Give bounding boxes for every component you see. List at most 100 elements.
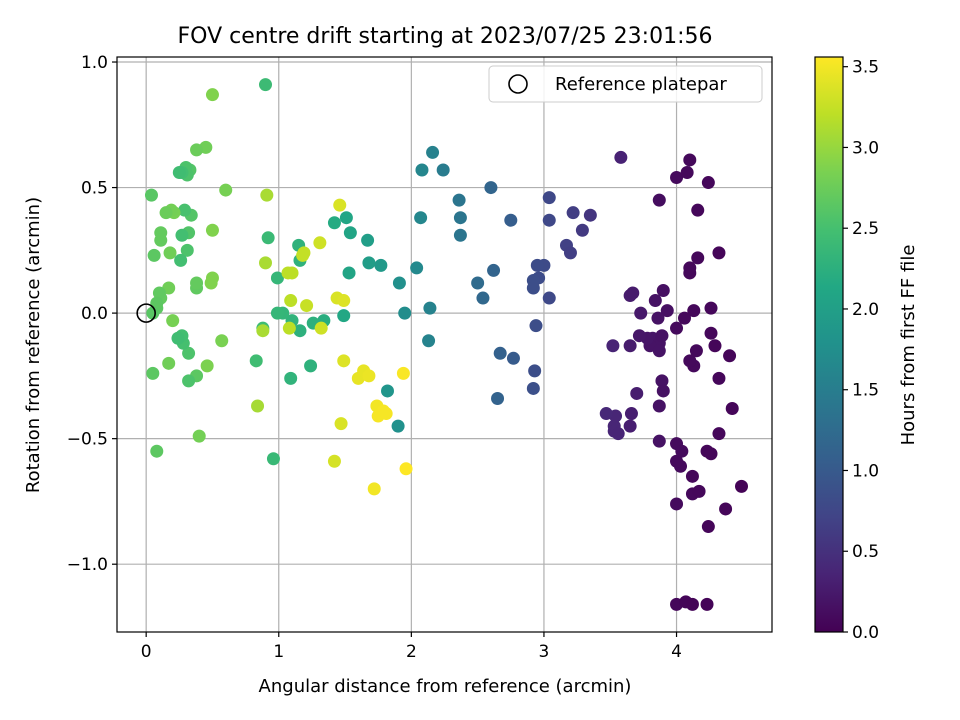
scatter-point — [675, 444, 689, 458]
colorbar-tick-label: 1.0 — [852, 461, 879, 481]
x-tick-label: 3 — [539, 642, 550, 662]
scatter-point — [624, 407, 638, 421]
scatter-point — [190, 143, 204, 157]
scatter-point — [566, 206, 580, 220]
scatter-point — [339, 211, 353, 225]
scatter-point — [415, 163, 429, 177]
scatter-point — [297, 246, 311, 260]
scatter-point — [683, 261, 697, 275]
scatter-point — [334, 417, 348, 431]
scatter-point — [632, 329, 646, 343]
scatter-point — [712, 371, 726, 385]
scatter-point — [453, 228, 467, 242]
scatter-point — [704, 326, 718, 340]
scatter-point — [599, 407, 613, 421]
scatter-point — [735, 479, 749, 493]
scatter-point — [284, 371, 298, 385]
scatter-point — [150, 444, 164, 458]
scatter-point — [166, 314, 180, 328]
scatter-point — [261, 231, 275, 245]
scatter-point — [414, 211, 428, 225]
scatter-point — [251, 399, 265, 413]
scatter-point — [691, 203, 705, 217]
scatter-point — [487, 263, 501, 277]
scatter-point — [249, 354, 263, 368]
scatter-point — [542, 213, 556, 227]
scatter-point — [362, 369, 376, 383]
scatter-point — [689, 344, 703, 358]
scatter-point — [154, 226, 168, 240]
scatter-point — [542, 191, 556, 205]
scatter-point — [652, 399, 666, 413]
scatter-point — [282, 321, 296, 335]
scatter-point — [575, 223, 589, 237]
scatter-point — [392, 276, 406, 290]
scatter-point — [504, 213, 518, 227]
legend-label: Reference platepar — [555, 74, 727, 95]
scatter-point — [723, 349, 737, 363]
scatter-point — [655, 374, 669, 388]
y-tick-label: 0.0 — [81, 304, 108, 324]
x-axis-ticks: 0 1 2 3 4 — [141, 632, 682, 662]
scatter-point — [656, 284, 670, 298]
scatter-point — [656, 384, 670, 398]
scatter-point — [506, 351, 520, 365]
scatter-point — [259, 78, 273, 92]
scatter-point — [304, 359, 318, 373]
scatter-point — [380, 384, 394, 398]
scatter-point — [314, 321, 328, 335]
scatter-point — [452, 193, 466, 207]
scatter-point — [374, 258, 388, 272]
scatter-point — [660, 304, 674, 318]
scatter-point — [493, 346, 507, 360]
colorbar-tick-label: 0.5 — [852, 542, 879, 562]
scatter-point — [333, 198, 347, 212]
scatter-point — [651, 311, 665, 325]
scatter-point — [174, 253, 188, 267]
colorbar-label: Hours from first FF file — [898, 245, 919, 446]
x-tick-label: 2 — [406, 642, 417, 662]
scatter-point — [623, 419, 637, 433]
scatter-point — [530, 258, 544, 272]
scatter-point — [426, 145, 440, 159]
scatter-point — [453, 211, 467, 225]
legend-marker — [508, 74, 528, 94]
scatter-point — [614, 150, 628, 164]
scatter-point — [146, 306, 160, 320]
scatter-point — [260, 188, 274, 202]
scatter-series — [144, 78, 749, 611]
scatter-point — [630, 386, 644, 400]
scatter-point — [362, 256, 376, 270]
y-axis-label: Rotation from reference (arcmin) — [23, 197, 44, 493]
scatter-point — [342, 266, 356, 280]
scatter-point — [583, 208, 597, 222]
scatter-point — [215, 334, 229, 348]
reference-point-marker — [136, 303, 156, 323]
colorbar-tick-label: 3.0 — [852, 138, 879, 158]
scatter-point — [200, 359, 214, 373]
scatter-point — [270, 271, 284, 285]
plot-area: 0 1 2 3 4 −1.0 −0.5 0.0 0.5 1.0 — [67, 53, 773, 662]
colorbar: 0.0 0.5 1.0 1.5 2.0 2.5 3.0 3.5 Hours from firs… — [814, 56, 919, 643]
scatter-point — [175, 228, 189, 242]
scatter-point — [529, 319, 543, 333]
scatter-point — [337, 294, 351, 308]
scatter-point — [327, 454, 341, 468]
scatter-point — [670, 497, 684, 511]
colorbar-gradient — [814, 56, 844, 633]
scatter-point — [259, 256, 273, 270]
scatter-point — [150, 296, 164, 310]
scatter-point — [396, 366, 410, 380]
scatter-point — [611, 427, 625, 441]
scatter-point — [542, 291, 556, 305]
scatter-point — [313, 236, 327, 250]
scatter-point — [471, 276, 485, 290]
colorbar-tick-label: 3.5 — [852, 58, 879, 78]
scatter-point — [182, 346, 196, 360]
scatter-point — [700, 597, 714, 611]
x-axis-label: Angular distance from reference (arcmin) — [259, 676, 632, 697]
colorbar-tick-label: 1.5 — [852, 381, 879, 401]
scatter-point — [691, 251, 705, 265]
scatter-point — [284, 294, 298, 308]
scatter-point — [219, 183, 233, 197]
